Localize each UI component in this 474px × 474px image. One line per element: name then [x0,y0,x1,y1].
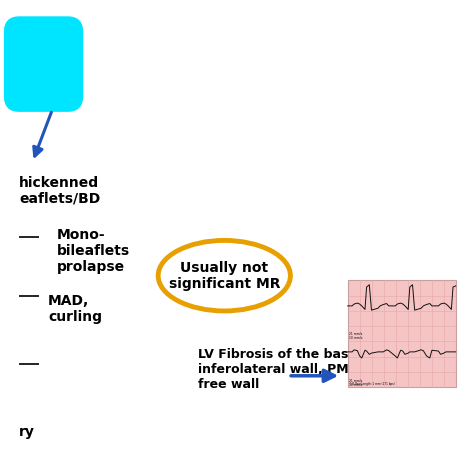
Text: 21 mm/s
10 mm/s: 21 mm/s 10 mm/s [348,379,362,387]
Text: Mono-
bileaflets
prolapse: Mono- bileaflets prolapse [57,228,130,274]
Text: hickenned
eaflets/BD: hickenned eaflets/BD [19,175,100,206]
Text: ry: ry [19,426,35,439]
Text: LV Fibrosis of the basal segment of
inferolateral wall, PMs and adjacent
free wa: LV Fibrosis of the basal segment of infe… [198,348,451,392]
FancyBboxPatch shape [348,280,456,387]
Text: 21 mm/s
10 mm/s: 21 mm/s 10 mm/s [348,331,362,340]
Text: MAD,
curling: MAD, curling [48,294,102,324]
FancyBboxPatch shape [4,16,83,112]
Text: 1/2 Rec Length: 1 mm (171 bps): 1/2 Rec Length: 1 mm (171 bps) [350,382,395,386]
Text: Usually not
significant MR: Usually not significant MR [169,261,280,291]
